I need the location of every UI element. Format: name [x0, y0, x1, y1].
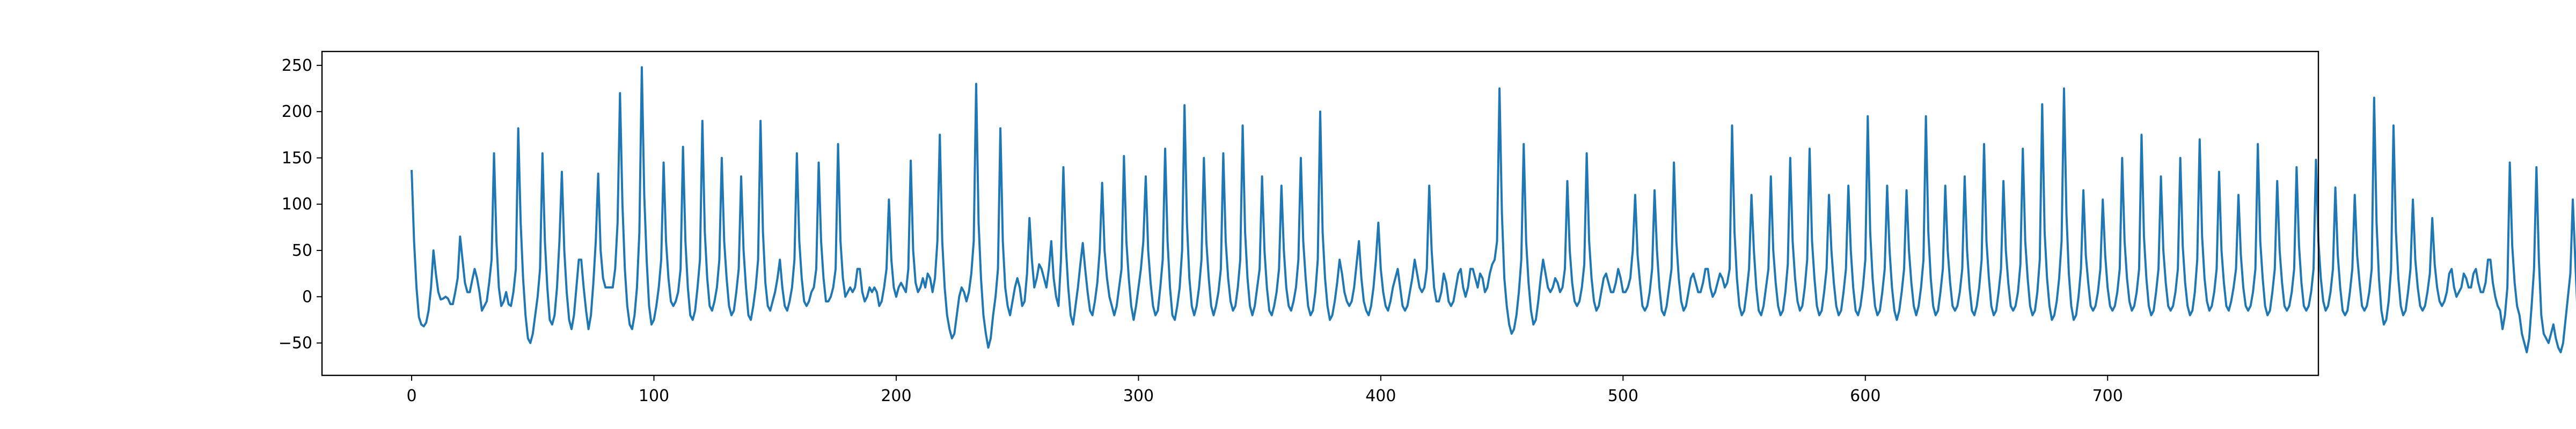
y-tick-label: 250: [282, 56, 312, 75]
x-tick-label: 400: [1365, 387, 1396, 405]
x-tick-label: 200: [881, 387, 911, 405]
y-tick-label: −50: [279, 334, 312, 353]
x-axis-ticks: 0 100 200 300 400 500 600 700: [406, 375, 2123, 405]
plot-area: [322, 51, 2318, 375]
y-tick-label: 50: [292, 241, 312, 260]
y-tick-label: 100: [282, 195, 312, 214]
plot-frame: [321, 50, 2319, 376]
y-axis-ticks: −50 0 50 100 150 200 250: [279, 56, 322, 353]
x-tick-label: 100: [639, 387, 669, 405]
x-tick-label: 600: [1850, 387, 1880, 405]
y-tick-label: 200: [282, 102, 312, 121]
x-tick-label: 500: [1608, 387, 1638, 405]
x-tick-label: 700: [2092, 387, 2123, 405]
y-tick-label: 0: [302, 287, 312, 306]
x-tick-label: 0: [406, 387, 416, 405]
series-line: [411, 66, 2576, 353]
x-tick-label: 300: [1123, 387, 1154, 405]
y-tick-label: 150: [282, 149, 312, 167]
